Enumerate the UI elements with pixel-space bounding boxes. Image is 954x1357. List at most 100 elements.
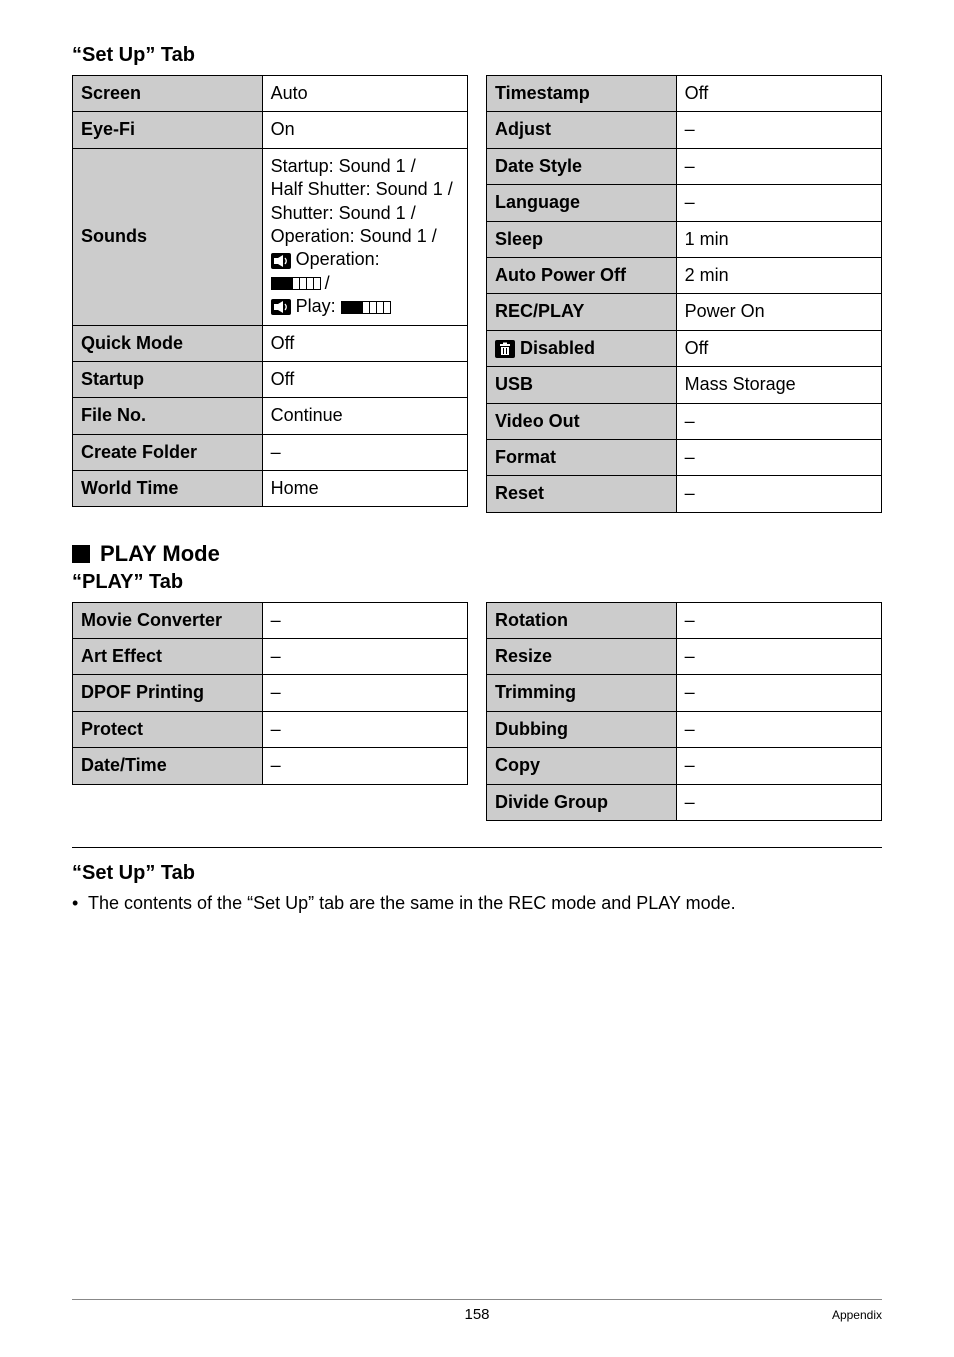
appendix-label: Appendix (832, 1308, 882, 1322)
table-row: Disabled Off (487, 330, 882, 366)
key-cell: REC/PLAY (487, 294, 677, 330)
key-cell: Format (487, 439, 677, 475)
key-cell: Startup (73, 361, 263, 397)
key-cell: Date/Time (73, 748, 263, 784)
sounds-line: Operation: Sound 1 / (271, 226, 437, 246)
sounds-line: Startup: Sound 1 / (271, 156, 416, 176)
val-cell: – (262, 675, 467, 711)
sounds-line: Half Shutter: Sound 1 / (271, 179, 453, 199)
play-mode-label: PLAY Mode (100, 541, 220, 567)
key-cell: World Time (73, 471, 263, 507)
val-cell: Home (262, 471, 467, 507)
key-cell: DPOF Printing (73, 675, 263, 711)
key-cell: Movie Converter (73, 602, 263, 638)
val-cell: 1 min (676, 221, 881, 257)
key-cell: USB (487, 367, 677, 403)
table-row: Auto Power Off 2 min (487, 257, 882, 293)
disabled-label: Disabled (515, 338, 595, 358)
setup-tab-heading: “Set Up” Tab (72, 44, 882, 67)
play-label: Play: (291, 296, 341, 316)
setup-tab-heading-2: “Set Up” Tab (72, 862, 882, 885)
page-number: 158 (464, 1306, 489, 1323)
val-cell: – (676, 476, 881, 512)
key-cell: File No. (73, 398, 263, 434)
val-cell: – (676, 711, 881, 747)
val-cell: On (262, 112, 467, 148)
key-cell: Date Style (487, 148, 677, 184)
page-footer: 158 Appendix (72, 1299, 882, 1323)
table-row: Adjust – (487, 112, 882, 148)
table-row: Quick Mode Off (73, 325, 468, 361)
key-cell: Create Folder (73, 434, 263, 470)
key-cell: Protect (73, 711, 263, 747)
key-cell: Trimming (487, 675, 677, 711)
table-row: Format – (487, 439, 882, 475)
key-cell: Auto Power Off (487, 257, 677, 293)
setup-columns: Screen Auto Eye-Fi On Sounds Startup: So… (72, 75, 882, 513)
volume-bar-icon (341, 301, 390, 314)
table-row-sounds: Sounds Startup: Sound 1 / Half Shutter: … (73, 148, 468, 325)
key-cell: Divide Group (487, 784, 677, 820)
setup-right-table: Timestamp Off Adjust – Date Style – Lang… (486, 75, 882, 513)
table-row: Create Folder – (73, 434, 468, 470)
table-row: Sleep 1 min (487, 221, 882, 257)
val-cell: – (676, 602, 881, 638)
trash-icon (495, 340, 515, 358)
table-row: File No. Continue (73, 398, 468, 434)
table-row: Dubbing – (487, 711, 882, 747)
sounds-line: Shutter: Sound 1 / (271, 203, 416, 223)
table-row: Protect – (73, 711, 468, 747)
table-row: Date Style – (487, 148, 882, 184)
table-row: USB Mass Storage (487, 367, 882, 403)
key-cell: Eye-Fi (73, 112, 263, 148)
val-cell: Power On (676, 294, 881, 330)
key-cell: Resize (487, 639, 677, 675)
sounds-val-cell: Startup: Sound 1 / Half Shutter: Sound 1… (262, 148, 467, 325)
val-cell: – (676, 403, 881, 439)
key-cell: Rotation (487, 602, 677, 638)
val-cell: – (262, 639, 467, 675)
table-row: Divide Group – (487, 784, 882, 820)
val-cell: – (262, 711, 467, 747)
key-cell: Dubbing (487, 711, 677, 747)
table-row: Reset – (487, 476, 882, 512)
square-bullet-icon (72, 545, 90, 563)
table-row: Movie Converter – (73, 602, 468, 638)
val-cell: Off (262, 361, 467, 397)
table-row: Rotation – (487, 602, 882, 638)
val-cell: – (676, 784, 881, 820)
val-cell: – (676, 675, 881, 711)
val-cell: – (262, 434, 467, 470)
key-cell: Adjust (487, 112, 677, 148)
key-cell: Copy (487, 748, 677, 784)
table-row: Trimming – (487, 675, 882, 711)
val-cell: Continue (262, 398, 467, 434)
val-cell: – (676, 185, 881, 221)
key-cell: Reset (487, 476, 677, 512)
table-row: Date/Time – (73, 748, 468, 784)
speaker-icon (271, 299, 291, 315)
setup-left-table: Screen Auto Eye-Fi On Sounds Startup: So… (72, 75, 468, 507)
operation-label: Operation: (291, 249, 380, 269)
play-columns: Movie Converter – Art Effect – DPOF Prin… (72, 602, 882, 821)
key-cell-disabled: Disabled (487, 330, 677, 366)
key-cell: Language (487, 185, 677, 221)
val-cell: – (676, 639, 881, 675)
key-cell: Timestamp (487, 76, 677, 112)
table-row: REC/PLAY Power On (487, 294, 882, 330)
table-row: Screen Auto (73, 76, 468, 112)
table-row: Art Effect – (73, 639, 468, 675)
volume-bar-icon (271, 277, 320, 290)
table-row: Eye-Fi On (73, 112, 468, 148)
val-cell: Off (676, 76, 881, 112)
val-cell: – (676, 112, 881, 148)
key-cell: Art Effect (73, 639, 263, 675)
val-cell: – (676, 439, 881, 475)
table-row: Copy – (487, 748, 882, 784)
key-cell: Video Out (487, 403, 677, 439)
table-row: DPOF Printing – (73, 675, 468, 711)
table-row: Video Out – (487, 403, 882, 439)
val-cell: Off (676, 330, 881, 366)
table-row: World Time Home (73, 471, 468, 507)
play-mode-heading: PLAY Mode (72, 541, 882, 567)
